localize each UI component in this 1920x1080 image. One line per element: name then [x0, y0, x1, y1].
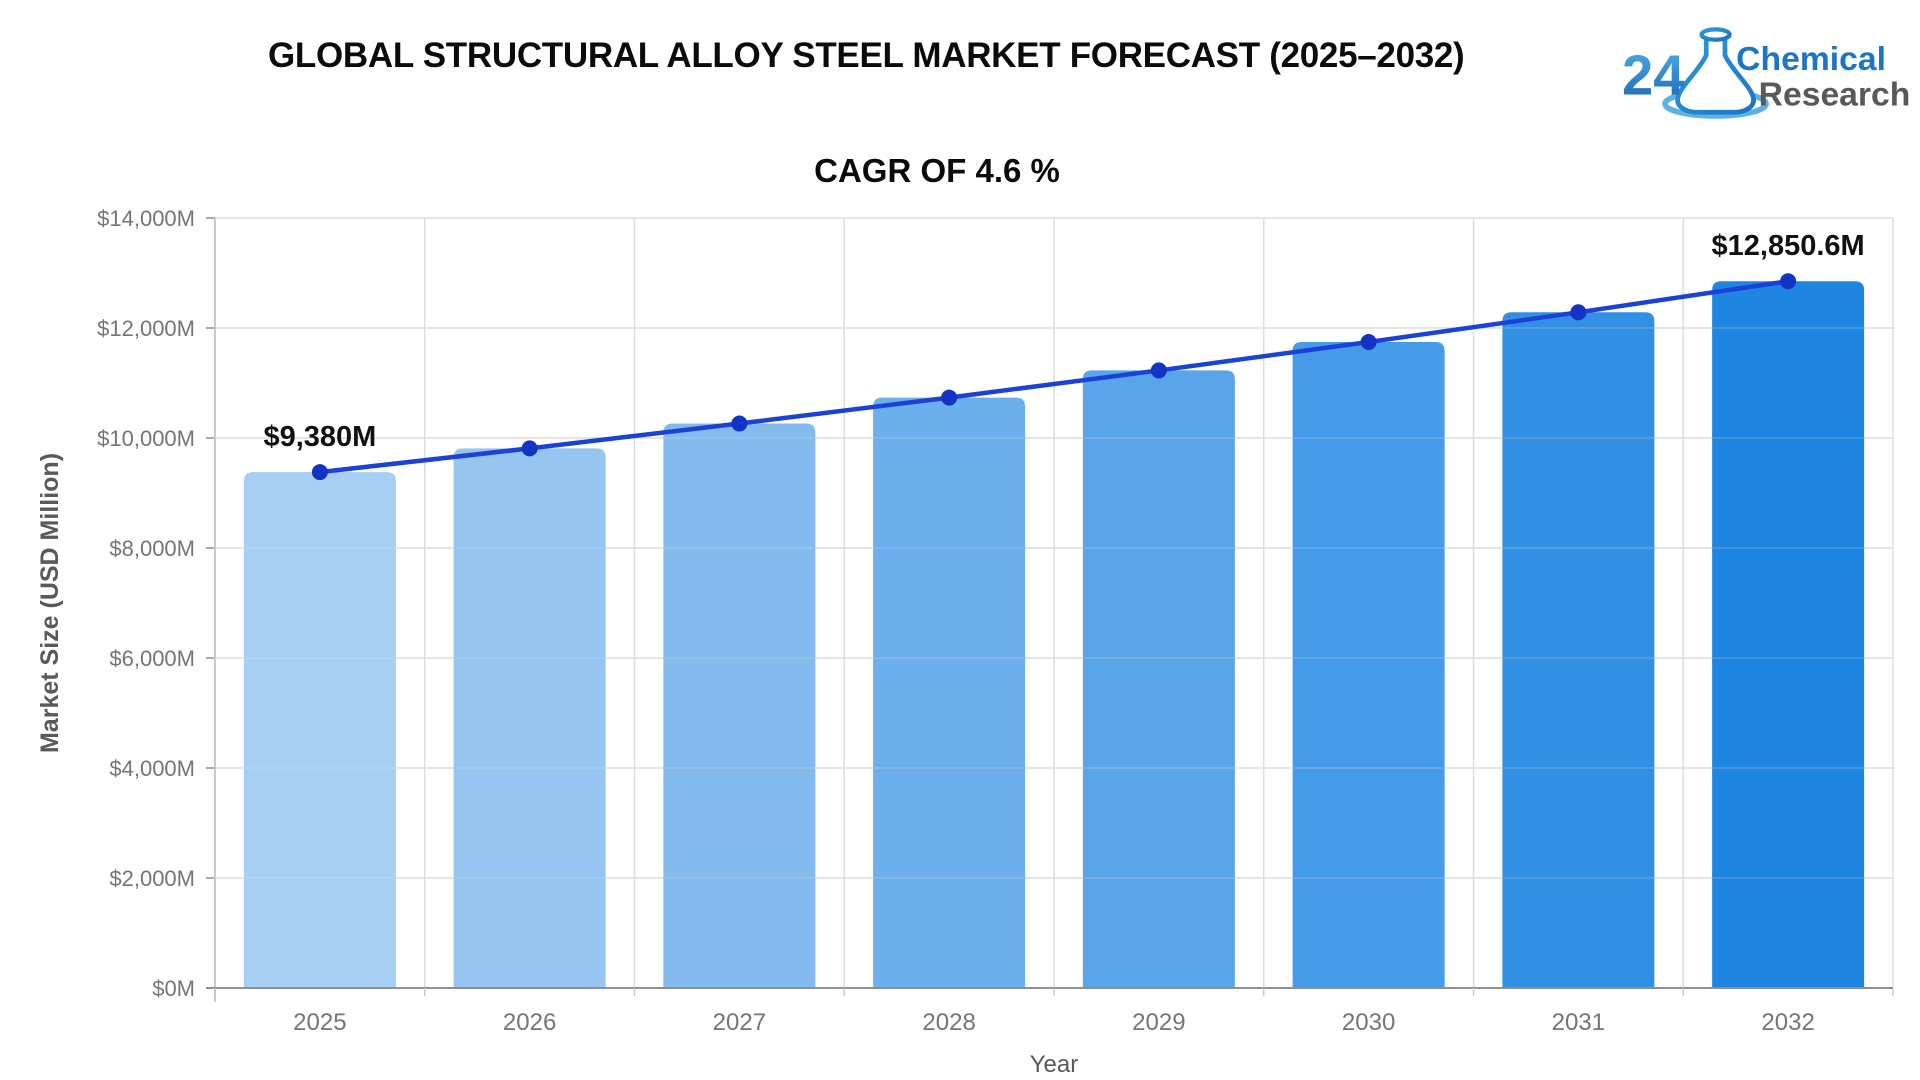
trend-marker-2029	[1150, 362, 1167, 379]
y-tick-label: $4,000M	[109, 756, 195, 781]
logo-word-chemical: Chemical	[1736, 41, 1886, 78]
x-tick-label: 2027	[713, 1009, 766, 1036]
x-tick-label: 2032	[1761, 1009, 1814, 1036]
bar-2026	[453, 448, 606, 988]
chart-title: CAGR OF 4.6 %	[814, 152, 1060, 189]
bar-2028	[873, 397, 1026, 988]
logo: 24 Chemical Research	[1622, 27, 1911, 119]
flask-body	[1675, 34, 1756, 115]
y-tick-label: $6,000M	[109, 646, 195, 671]
y-tick-label: $2,000M	[109, 866, 195, 891]
x-tick-label: 2029	[1132, 1009, 1185, 1036]
logo-word-research: Research	[1759, 77, 1911, 114]
flask-icon	[1662, 27, 1769, 119]
y-axis-title: Market Size (USD Million)	[36, 453, 64, 753]
x-tick-label: 2030	[1342, 1009, 1395, 1036]
bar-2027	[663, 423, 816, 988]
data-label-2032: $12,850.6M	[1712, 230, 1865, 262]
trend-marker-2032	[1780, 273, 1797, 290]
x-axis-title: Year	[1030, 1051, 1079, 1078]
y-tick-label: $8,000M	[109, 536, 195, 561]
x-tick-label: 2026	[503, 1009, 556, 1036]
flask-lip	[1699, 27, 1732, 42]
trend-marker-2025	[311, 464, 328, 481]
data-label-2025: $9,380M	[263, 421, 376, 453]
logo-number: 24	[1622, 43, 1684, 106]
bar-2030	[1292, 342, 1445, 988]
y-tick-label: $12,000M	[97, 316, 195, 341]
y-tick-label: $14,000M	[97, 206, 195, 231]
trend-marker-2027	[731, 415, 748, 432]
trend-marker-2031	[1570, 304, 1587, 321]
bar-2032	[1712, 281, 1865, 988]
x-tick-label: 2025	[293, 1009, 346, 1036]
y-tick-label: $10,000M	[97, 426, 195, 451]
trend-marker-2030	[1360, 334, 1377, 351]
x-tick-label: 2031	[1552, 1009, 1605, 1036]
bar-2029	[1082, 370, 1235, 988]
page-title: GLOBAL STRUCTURAL ALLOY STEEL MARKET FOR…	[268, 36, 1465, 75]
x-tick-label: 2028	[922, 1009, 975, 1036]
bar-2025	[243, 472, 396, 989]
trend-line	[319, 278, 1789, 475]
bar-2031	[1502, 312, 1655, 988]
trend-marker-2028	[941, 389, 958, 406]
trend-marker-2026	[521, 440, 538, 457]
y-tick-label: $0M	[152, 976, 195, 1001]
